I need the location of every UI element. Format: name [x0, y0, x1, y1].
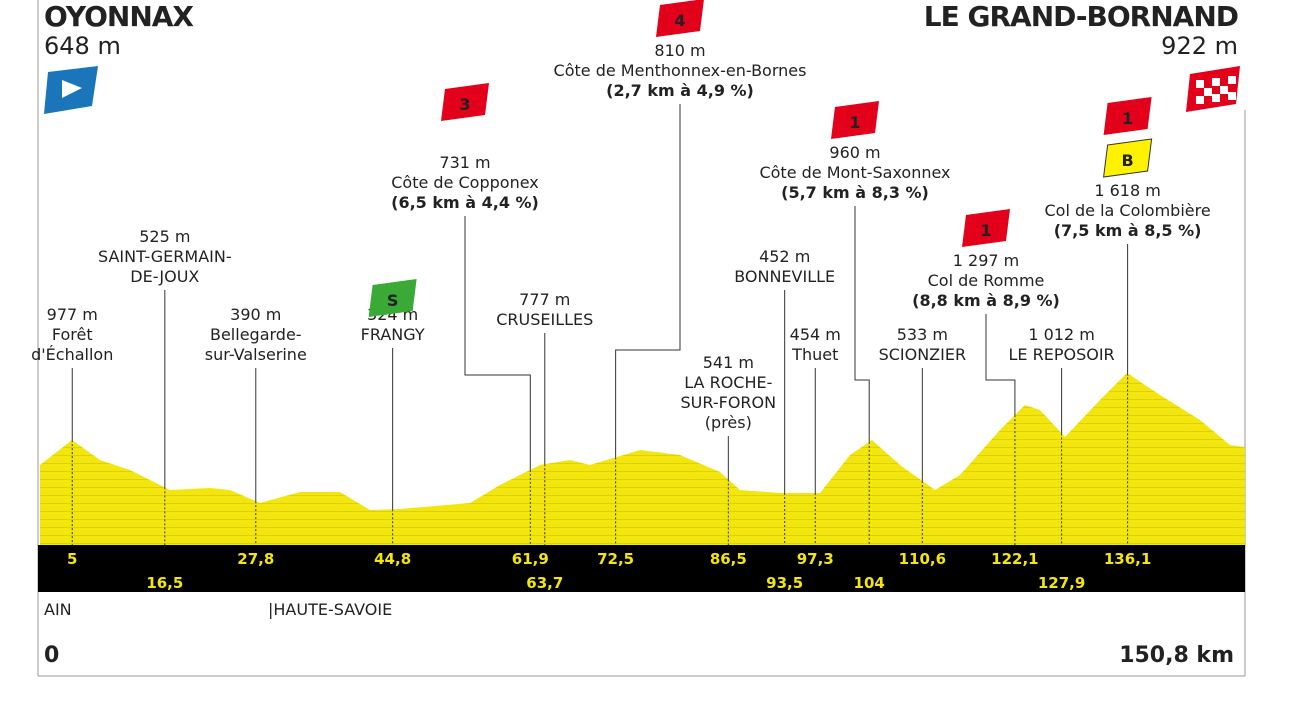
category-badge-label: B — [1122, 151, 1134, 170]
point-label: Côte de Mont-Saxonnex — [759, 163, 950, 182]
point-label: 777 m — [519, 290, 570, 309]
elevation-profile — [40, 373, 1245, 545]
point-label: BONNEVILLE — [734, 267, 835, 286]
km-marker: 5 — [67, 550, 77, 568]
point-label: Côte de Menthonnex-en-Bornes — [554, 61, 807, 80]
finish-name: LE GRAND-BORNAND — [924, 0, 1238, 33]
point-label: Thuet — [791, 345, 838, 364]
point-label: 977 m — [47, 305, 98, 324]
km-marker: 104 — [854, 574, 885, 592]
category-badge — [656, 0, 704, 37]
point-label: Côte de Copponex — [391, 173, 538, 192]
point-label: 1 297 m — [953, 251, 1019, 270]
climb-stats: (6,5 km à 4,4 %) — [391, 193, 539, 212]
point-label: 525 m — [139, 227, 190, 246]
point-label: 960 m — [829, 143, 880, 162]
climb-stats: (8,8 km à 8,9 %) — [912, 291, 1060, 310]
point-label: 1 012 m — [1028, 325, 1094, 344]
km-marker: 136,1 — [1104, 550, 1151, 568]
category-badge — [1103, 138, 1153, 178]
km-marker: 86,5 — [710, 550, 747, 568]
climb-stats: (2,7 km à 4,9 %) — [606, 81, 754, 100]
category-badge-label: 1 — [1122, 109, 1133, 128]
point-label: 1 618 m — [1094, 181, 1160, 200]
category-badge — [441, 83, 489, 121]
leader-line — [615, 104, 681, 458]
distance-start: 0 — [44, 643, 59, 668]
point-label: Col de Romme — [928, 271, 1045, 290]
point-label: DE-JOUX — [130, 267, 199, 286]
start-flag — [44, 66, 98, 114]
km-marker: 44,8 — [374, 550, 411, 568]
category-badge — [962, 209, 1010, 247]
point-label: 731 m — [439, 153, 490, 172]
km-marker: 63,7 — [526, 574, 563, 592]
point-label: 452 m — [759, 247, 810, 266]
climb-stats: (7,5 km à 8,5 %) — [1054, 221, 1202, 240]
point-label: d'Échallon — [31, 345, 113, 364]
finish-altitude: 922 m — [1161, 32, 1238, 60]
km-marker: 127,9 — [1038, 574, 1085, 592]
category-badge-label: 1 — [849, 113, 860, 132]
point-label: 541 m — [703, 353, 754, 372]
category-badge-label: S — [387, 291, 399, 310]
point-label: (près) — [705, 413, 752, 432]
category-badge-label: 4 — [674, 11, 685, 30]
point-label: sur-Valserine — [205, 345, 307, 364]
km-marker: 110,6 — [899, 550, 946, 568]
point-label: SCIONZIER — [879, 345, 967, 364]
leader-line — [464, 216, 531, 470]
km-marker: 61,9 — [512, 550, 549, 568]
km-marker: 122,1 — [991, 550, 1038, 568]
category-badge — [368, 279, 417, 317]
point-label: Forêt — [52, 325, 93, 344]
start-name: OYONNAX — [44, 0, 194, 33]
km-marker: 93,5 — [766, 574, 803, 592]
point-label: Bellegarde- — [210, 325, 302, 344]
point-label: SAINT-GERMAIN- — [98, 247, 232, 266]
point-label: FRANGY — [361, 325, 425, 344]
km-marker: 27,8 — [237, 550, 274, 568]
start-altitude: 648 m — [44, 32, 121, 60]
region: AIN — [44, 600, 72, 619]
finish-flag — [1186, 66, 1240, 112]
region: |HAUTE-SAVOIE — [268, 600, 392, 619]
category-badge-label: 3 — [459, 95, 470, 114]
point-label: 454 m — [790, 325, 841, 344]
point-label: CRUSEILLES — [496, 310, 593, 329]
point-label: 533 m — [897, 325, 948, 344]
point-label: 390 m — [230, 305, 281, 324]
distance-end: 150,8 km — [1119, 643, 1234, 668]
category-badge-label: 1 — [980, 221, 991, 240]
km-marker: 16,5 — [146, 574, 183, 592]
point-label: LA ROCHE- — [684, 373, 772, 392]
point-label: LE REPOSOIR — [1009, 345, 1115, 364]
leader-line — [985, 314, 1016, 416]
point-label: 810 m — [654, 41, 705, 60]
point-label: Col de la Colombière — [1044, 201, 1210, 220]
category-badge — [1103, 97, 1152, 135]
climb-stats: (5,7 km à 8,3 %) — [781, 183, 929, 202]
category-badge — [831, 101, 879, 139]
leader-line — [854, 206, 870, 442]
km-marker: 97,3 — [797, 550, 834, 568]
km-marker: 72,5 — [597, 550, 634, 568]
point-label: SUR-FORON — [681, 393, 777, 412]
km-band — [38, 545, 1245, 592]
